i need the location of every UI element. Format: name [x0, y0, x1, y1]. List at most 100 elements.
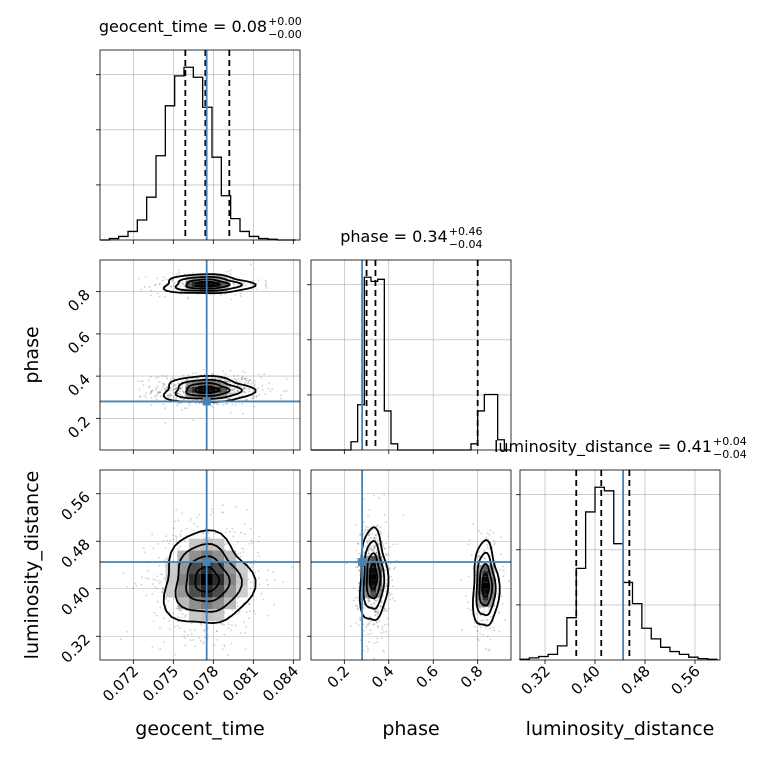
sample-point [154, 283, 157, 286]
density-cell [212, 585, 225, 598]
sample-point [172, 534, 174, 536]
sample-point [385, 578, 388, 581]
sample-point [162, 588, 165, 591]
sample-point [382, 631, 385, 634]
sample-point [126, 630, 129, 633]
contours [162, 273, 257, 295]
sample-point [223, 644, 226, 646]
sample-point [387, 553, 389, 556]
sample-point [132, 587, 134, 589]
density-cell [212, 562, 225, 574]
sample-point [488, 607, 490, 609]
sample-point [226, 528, 229, 530]
sample-point [368, 508, 371, 511]
sample-point [377, 610, 380, 613]
sample-point [179, 545, 182, 548]
sample-point [267, 583, 269, 586]
sample-point [359, 534, 362, 537]
title-main: luminosity_distance = 0.41 [494, 437, 712, 457]
sample-point [168, 611, 171, 613]
sample-point [242, 370, 245, 373]
x-tick-label: 0.6 [412, 662, 442, 692]
sample-point [368, 622, 370, 625]
sample-point [508, 580, 510, 582]
sample-point [252, 394, 255, 397]
sample-point [135, 585, 138, 587]
sample-point [166, 386, 169, 388]
sample-point [367, 601, 369, 604]
sample-point [381, 625, 384, 628]
sample-point [160, 581, 162, 583]
sample-point [182, 282, 185, 285]
sample-point [380, 632, 382, 635]
sample-point [249, 603, 251, 606]
sample-point [355, 566, 357, 569]
sample-point [157, 392, 159, 394]
sample-point [383, 493, 386, 496]
sample-point [180, 408, 183, 411]
sample-point [261, 660, 263, 662]
sample-point [244, 371, 247, 374]
sample-point [175, 397, 177, 399]
sample-point [236, 390, 239, 393]
sample-point [368, 548, 371, 551]
sample-point [229, 369, 232, 372]
sample-point [168, 620, 171, 622]
sample-point [383, 610, 386, 612]
sample-point [220, 377, 223, 380]
sample-point [253, 405, 256, 408]
sample-point [154, 586, 157, 588]
sample-point [226, 654, 229, 656]
sample-point [486, 546, 489, 549]
sample-point [202, 532, 205, 534]
sample-point [195, 402, 197, 405]
contour-line [185, 278, 231, 290]
sample-point [234, 294, 237, 296]
sample-point [387, 535, 390, 537]
y-tick-label: 0.56 [57, 488, 93, 524]
sample-point [479, 607, 481, 609]
sample-point [374, 609, 377, 612]
sample-point [140, 289, 143, 291]
sample-point [210, 508, 213, 510]
sample-point [140, 380, 142, 383]
sample-point [161, 382, 164, 385]
title-sup: +0.46 [449, 225, 483, 238]
sample-point [151, 593, 154, 595]
sample-point [247, 388, 249, 391]
sample-point [367, 528, 369, 531]
density-cell [189, 538, 201, 551]
sample-point [488, 609, 490, 611]
sample-point [172, 285, 175, 287]
sample-point [384, 623, 386, 626]
sample-point [156, 277, 158, 280]
sample-point [369, 629, 372, 632]
sample-point [169, 394, 172, 397]
sample-point [379, 605, 382, 608]
sample-point [172, 527, 175, 530]
sample-point [177, 548, 180, 550]
density-cell [165, 585, 178, 598]
sample-point [377, 542, 380, 545]
sample-point [489, 529, 492, 532]
sample-point [490, 554, 492, 557]
sample-point [158, 391, 161, 394]
sample-point [357, 543, 359, 545]
sample-point [357, 589, 360, 592]
sample-point [149, 375, 152, 378]
sample-point [225, 402, 227, 405]
y-tick-label: 0.4 [64, 370, 94, 400]
sample-point [229, 386, 232, 389]
sample-point [138, 395, 141, 398]
density-cell [488, 570, 495, 577]
sample-point [248, 379, 251, 382]
density-cell [476, 600, 483, 607]
density-cell [370, 573, 377, 580]
sample-point [231, 388, 234, 390]
sample-point [173, 395, 176, 397]
sample-point [383, 650, 385, 653]
sample-point [192, 534, 195, 537]
sample-point [229, 272, 232, 275]
sample-point [202, 641, 205, 643]
sample-point [178, 269, 180, 272]
